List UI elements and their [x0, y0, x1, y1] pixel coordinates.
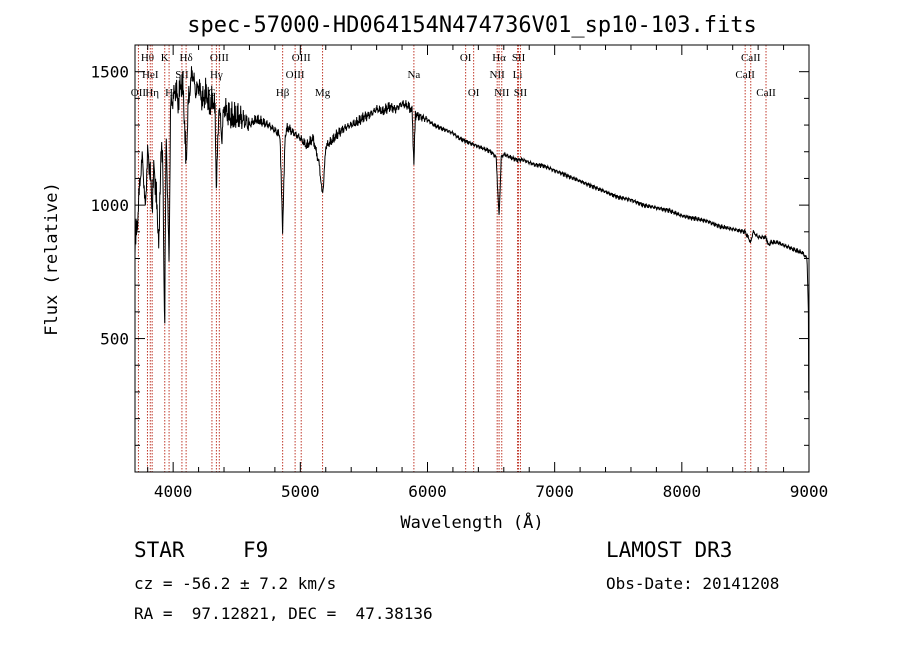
object-class: STAR: [134, 538, 185, 562]
line-label: Mg: [315, 87, 331, 99]
line-label: Hβ: [276, 87, 290, 99]
x-tick-label: 9000: [790, 482, 829, 501]
object-subclass: F9: [243, 538, 269, 562]
x-tick-label: 4000: [154, 482, 193, 501]
y-tick-label: 1000: [90, 196, 129, 215]
line-label: OI: [468, 87, 480, 99]
y-tick-label: 1500: [90, 63, 129, 82]
plot-frame: [134, 44, 810, 473]
line-label: CaII: [735, 69, 755, 81]
line-label: Hθ: [141, 52, 154, 64]
line-label: NII: [494, 87, 510, 99]
axis-ticks: 4000 5000 6000 7000 8000 9000 500 1000 1500: [90, 45, 828, 501]
line-label: Hδ: [180, 52, 193, 64]
line-label: OII: [131, 87, 147, 99]
line-label: Na: [407, 69, 420, 81]
line-label: CaII: [741, 52, 761, 64]
line-label: HeI: [142, 69, 159, 81]
line-label: CaII: [756, 87, 776, 99]
line-label: OIII: [210, 52, 229, 64]
y-axis-label: Flux (relative): [42, 182, 62, 336]
line-label: Hη: [145, 87, 159, 99]
line-label: OIII: [286, 69, 305, 81]
line-label: Hα: [492, 52, 506, 64]
line-label: SII: [512, 52, 526, 64]
spectrum-line: [134, 66, 810, 400]
line-label: Li: [513, 69, 523, 81]
line-label: H: [165, 87, 173, 99]
line-label: K: [161, 52, 169, 64]
redshift-cz: cz = -56.2 ± 7.2 km/s: [134, 574, 337, 593]
survey-name: LAMOST DR3: [606, 538, 733, 562]
chart-title: spec-57000-HD064154N474736V01_sp10-103.f…: [187, 13, 757, 38]
line-label: OIII: [292, 52, 311, 64]
x-tick-label: 8000: [663, 482, 702, 501]
line-label: Hγ: [210, 69, 223, 81]
y-tick-label: 500: [100, 330, 129, 349]
x-tick-label: 7000: [535, 482, 574, 501]
observation-date: Obs-Date: 20141208: [606, 574, 780, 593]
line-label: OI: [460, 52, 472, 64]
x-tick-label: 6000: [408, 482, 447, 501]
x-axis-label: Wavelength (Å): [400, 511, 543, 533]
x-tick-label: 5000: [281, 482, 320, 501]
coordinates: RA = 97.12821, DEC = 47.38136: [134, 604, 433, 623]
line-label: SII: [514, 87, 528, 99]
line-label: NII: [490, 69, 506, 81]
